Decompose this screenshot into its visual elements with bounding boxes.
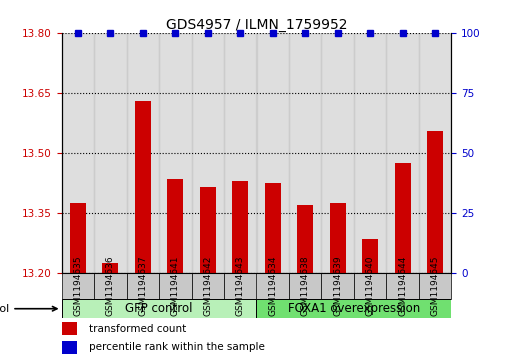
Bar xyxy=(200,187,216,273)
Bar xyxy=(322,273,354,299)
Bar xyxy=(354,273,386,299)
Bar xyxy=(329,203,346,273)
Text: FOXA1 overexpression: FOXA1 overexpression xyxy=(288,302,420,315)
Bar xyxy=(232,181,248,273)
Bar xyxy=(191,273,224,299)
Bar xyxy=(394,163,411,273)
Bar xyxy=(224,33,256,273)
Text: GSM1194635: GSM1194635 xyxy=(73,256,82,317)
Bar xyxy=(62,33,94,273)
Bar xyxy=(419,33,451,273)
Bar xyxy=(62,299,256,318)
Bar xyxy=(256,299,451,318)
Text: percentile rank within the sample: percentile rank within the sample xyxy=(89,342,265,352)
Text: GSM1194644: GSM1194644 xyxy=(398,256,407,317)
Bar xyxy=(191,33,224,273)
Text: transformed count: transformed count xyxy=(89,324,186,334)
Bar xyxy=(354,33,386,273)
Bar xyxy=(265,183,281,273)
Text: protocol: protocol xyxy=(0,304,57,314)
Bar xyxy=(322,33,354,273)
Bar xyxy=(94,33,127,273)
Bar xyxy=(62,273,94,299)
Bar xyxy=(62,341,77,354)
Text: GSM1194641: GSM1194641 xyxy=(171,256,180,317)
Bar xyxy=(159,33,191,273)
Bar xyxy=(224,273,256,299)
Text: GSM1194634: GSM1194634 xyxy=(268,256,277,317)
Text: GSM1194637: GSM1194637 xyxy=(139,256,147,317)
Text: GSM1194638: GSM1194638 xyxy=(301,256,310,317)
Text: GFP control: GFP control xyxy=(125,302,193,315)
Text: GSM1194640: GSM1194640 xyxy=(366,256,374,317)
Bar xyxy=(94,273,127,299)
Bar xyxy=(297,205,313,273)
Bar xyxy=(427,131,443,273)
Text: GSM1194639: GSM1194639 xyxy=(333,256,342,317)
Bar xyxy=(289,273,322,299)
Bar xyxy=(102,263,119,273)
Bar xyxy=(289,33,322,273)
Bar xyxy=(127,273,159,299)
Bar xyxy=(419,273,451,299)
Bar xyxy=(386,273,419,299)
Bar xyxy=(134,101,151,273)
Title: GDS4957 / ILMN_1759952: GDS4957 / ILMN_1759952 xyxy=(166,18,347,32)
Bar xyxy=(256,33,289,273)
Bar xyxy=(386,33,419,273)
Bar xyxy=(256,273,289,299)
Bar xyxy=(70,203,86,273)
Text: GSM1194643: GSM1194643 xyxy=(236,256,245,317)
Bar xyxy=(62,322,77,335)
Text: GSM1194645: GSM1194645 xyxy=(431,256,440,317)
Bar xyxy=(159,273,191,299)
Text: GSM1194636: GSM1194636 xyxy=(106,256,115,317)
Bar xyxy=(167,179,183,273)
Bar xyxy=(127,33,159,273)
Text: GSM1194642: GSM1194642 xyxy=(203,256,212,317)
Bar xyxy=(362,239,378,273)
